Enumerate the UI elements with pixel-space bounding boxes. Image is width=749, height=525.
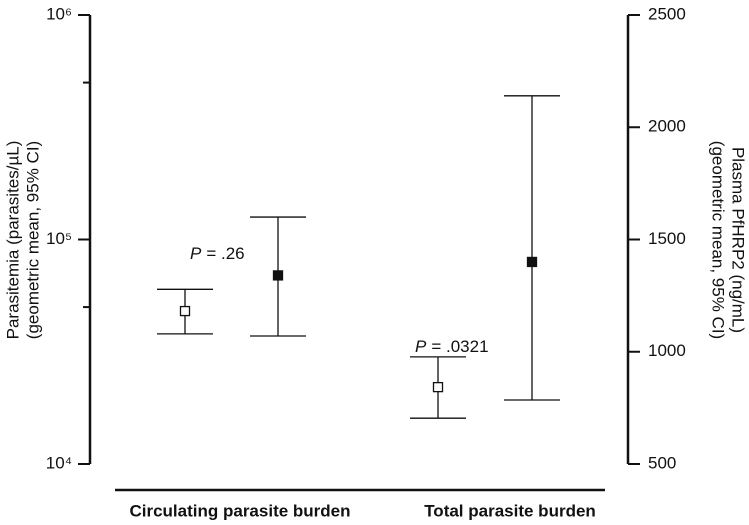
y-tick-label: 10⁵ xyxy=(46,229,72,248)
marker xyxy=(526,256,538,268)
y-label: (geometric mean, 95% CI) xyxy=(23,141,42,339)
annotation: P = .0321 xyxy=(415,337,489,356)
y-tick-label: 10⁶ xyxy=(46,4,72,23)
marker xyxy=(272,270,284,281)
annotation: P = .26 xyxy=(190,244,245,263)
annotation-text: = .26 xyxy=(206,244,244,263)
y2-tick-label: 1500 xyxy=(648,229,686,248)
y2-tick-label: 2500 xyxy=(648,4,686,23)
y2-label: Plasma PfHRP2 (ng/mL) xyxy=(729,147,748,333)
marker xyxy=(179,305,191,317)
x-tick-label: Total parasite burden xyxy=(424,501,596,520)
annotation-p: P xyxy=(415,337,427,356)
marker xyxy=(432,381,444,393)
y-label: Parasitemia (parasites/µL) xyxy=(3,141,22,340)
annotation-text: = .0321 xyxy=(431,337,488,356)
y2-tick-label: 1000 xyxy=(648,341,686,360)
y2-tick-label: 500 xyxy=(648,453,676,472)
y-tick-label: 10⁴ xyxy=(46,453,72,472)
y2-label: (geometric mean, 95% CI) xyxy=(709,141,728,339)
annotation-p: P xyxy=(190,244,202,263)
x-tick-label: Circulating parasite burden xyxy=(129,501,350,520)
y2-tick-label: 2000 xyxy=(648,117,686,136)
